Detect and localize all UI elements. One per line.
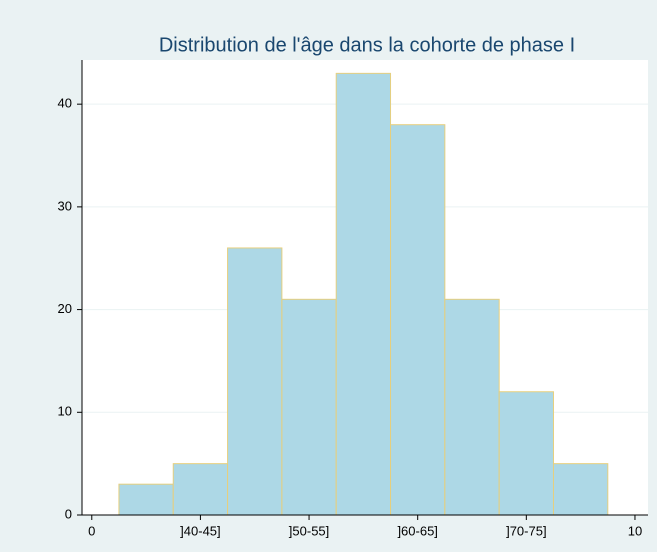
bar: [118, 483, 174, 516]
bar: [498, 391, 554, 516]
x-tick-label: 0: [88, 523, 95, 538]
bar: [172, 463, 229, 516]
y-tick-label: 0: [65, 506, 72, 521]
y-tick-label: 30: [58, 198, 72, 213]
x-tick-label: 10: [628, 523, 642, 538]
y-tick-label: 10: [58, 404, 72, 419]
bar: [227, 247, 283, 516]
bar: [444, 298, 500, 516]
bar: [552, 463, 609, 516]
y-tick-label: 40: [58, 96, 72, 111]
chart-title: Distribution de l'âge dans la cohorte de…: [159, 34, 575, 56]
bar: [390, 124, 446, 516]
bar: [335, 72, 392, 516]
x-tick-label: ]40-45]: [180, 523, 220, 538]
x-tick-label: ]60-65]: [397, 523, 437, 538]
x-tick-label: ]50-55]: [289, 523, 329, 538]
y-tick-label: 20: [58, 301, 72, 316]
x-tick-label: ]70-75]: [506, 523, 546, 538]
bar: [281, 298, 337, 516]
